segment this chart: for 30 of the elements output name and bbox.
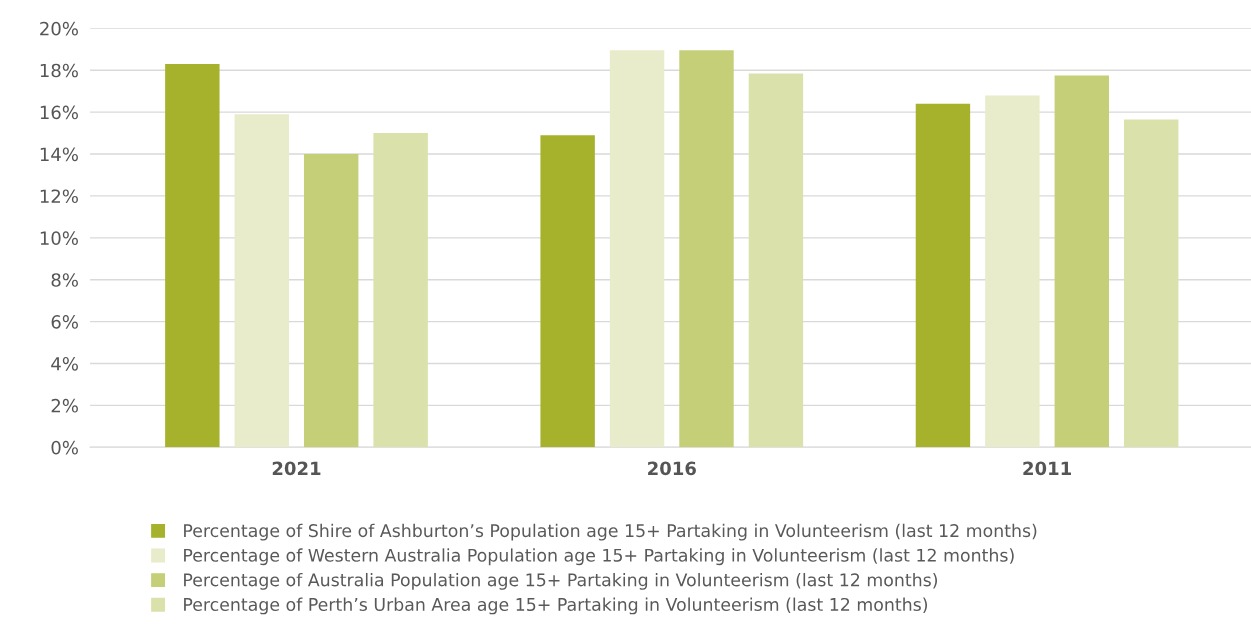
y-tick-label: 20%	[40, 21, 78, 36]
y-tick-label: 6%	[51, 315, 78, 329]
legend-label: Percentage of Australia Population age 15+ Partaking in Volunteerism (last 12 months)	[184, 572, 938, 590]
bar	[234, 114, 289, 448]
legend-label: Percentage of Perth’s Urban Area age 15+ Partaking in Volunteerism (last 12 months)	[184, 597, 928, 615]
bar	[748, 73, 804, 448]
bar	[1124, 119, 1179, 448]
bar	[373, 133, 428, 448]
y-tick-label: 0%	[51, 440, 78, 455]
x-tick-label: 2021	[272, 461, 321, 476]
bar	[915, 103, 971, 448]
y-tick-label: 10%	[40, 231, 78, 245]
bar	[609, 50, 665, 448]
bar	[540, 135, 595, 448]
bar	[303, 154, 359, 448]
legend-label: Percentage of Shire of Ashburton’s Population age 15+ Partaking in Volunteerism (last 12 months)	[184, 523, 1037, 541]
y-tick-label: 16%	[40, 105, 78, 120]
y-tick-label: 4%	[51, 356, 78, 371]
y-tick-label: 8%	[51, 273, 78, 287]
y-tick-label: 12%	[40, 189, 78, 204]
x-tick-label: 2011	[1023, 461, 1071, 476]
bar	[985, 95, 1040, 448]
x-tick-label: 2016	[648, 461, 696, 476]
y-tick-label: 2%	[51, 398, 78, 413]
bar	[165, 63, 220, 448]
y-tick-label: 18%	[40, 63, 78, 78]
legend-label: Percentage of Western Australia Population age 15+ Partaking in Volunteerism (last 12 months)	[184, 548, 1014, 566]
bar	[679, 50, 734, 448]
y-tick-label: 14%	[40, 147, 78, 162]
bar	[1054, 75, 1110, 448]
